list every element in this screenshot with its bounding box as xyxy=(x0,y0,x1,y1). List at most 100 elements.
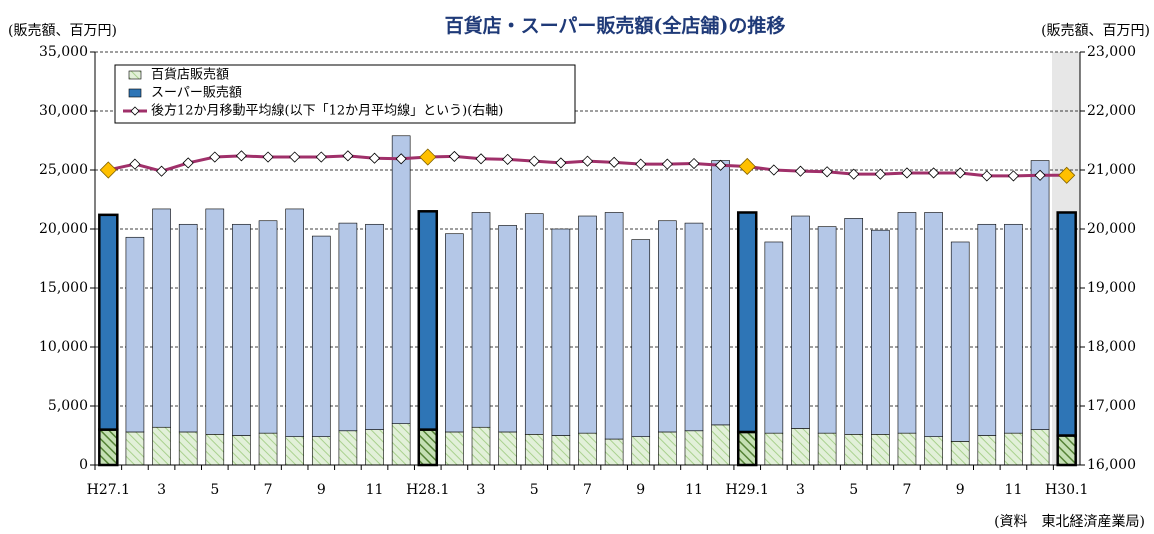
bar xyxy=(391,423,411,466)
line-marker xyxy=(555,157,567,169)
bar xyxy=(924,436,943,466)
x-tick-label: 11 xyxy=(366,482,384,498)
bar xyxy=(524,213,544,435)
bar xyxy=(871,229,890,435)
bar xyxy=(125,431,145,466)
x-tick-label: 3 xyxy=(477,482,486,498)
line-marker xyxy=(1007,170,1020,182)
line-marker xyxy=(738,157,756,176)
bar xyxy=(152,208,171,428)
bar xyxy=(417,428,439,467)
line-marker xyxy=(289,151,301,163)
line-marker xyxy=(99,161,117,179)
y-axis-label: (販売額、百万円) xyxy=(8,23,117,39)
y2-tick-label: 20,000 xyxy=(1087,221,1136,237)
bar xyxy=(205,434,225,466)
line-marker xyxy=(715,159,727,171)
bar xyxy=(764,241,784,434)
bar xyxy=(365,223,384,430)
x-tick-label: 7 xyxy=(902,482,911,498)
y-tick-label: 35,000 xyxy=(39,44,88,60)
line-marker xyxy=(768,164,780,176)
bar xyxy=(365,429,384,466)
bar xyxy=(977,435,997,466)
line-marker xyxy=(661,158,673,170)
bar xyxy=(98,213,119,431)
bar xyxy=(98,428,119,467)
line-marker xyxy=(981,170,993,182)
bar xyxy=(471,212,491,428)
line-marker xyxy=(821,166,833,178)
line-marker xyxy=(395,153,407,165)
bar xyxy=(1056,211,1077,437)
bar xyxy=(684,222,704,432)
bar xyxy=(791,215,810,429)
bar xyxy=(684,430,704,466)
line-marker xyxy=(155,165,168,177)
line-marker xyxy=(419,148,437,166)
bar xyxy=(311,436,331,466)
legend-label: 百貨店販売額 xyxy=(151,67,229,83)
x-tick-label: H29.1 xyxy=(726,482,769,498)
bar xyxy=(178,223,198,433)
bar xyxy=(391,135,411,425)
bar xyxy=(871,434,890,466)
x-tick-label: 5 xyxy=(849,482,858,498)
bar xyxy=(258,432,278,466)
y2-tick-label: 21,000 xyxy=(1087,162,1136,178)
x-tick-label: 5 xyxy=(530,482,539,498)
bar xyxy=(631,239,651,437)
bar xyxy=(498,431,517,466)
bar xyxy=(445,431,464,466)
bar xyxy=(844,434,864,466)
y2-tick-label: 22,000 xyxy=(1087,103,1136,119)
bar xyxy=(658,220,677,433)
legend-swatch xyxy=(128,88,142,98)
bar xyxy=(152,426,171,466)
x-tick-label: 11 xyxy=(1005,482,1023,498)
y-tick-label: 10,000 xyxy=(39,339,88,355)
legend-label: 後方12か月移動平均線(以下「12か月平均線」という)(右軸) xyxy=(151,103,503,119)
y-tick-label: 15,000 xyxy=(39,280,88,296)
x-tick-label: H28.1 xyxy=(406,482,449,498)
bar xyxy=(977,223,997,436)
line-marker xyxy=(209,151,221,163)
bar xyxy=(711,424,730,466)
legend-label: スーパー販売額 xyxy=(151,85,242,101)
bar xyxy=(897,432,917,466)
x-tick-label: 5 xyxy=(210,482,219,498)
x-tick-label: 9 xyxy=(956,482,965,498)
y-tick-label: 0 xyxy=(79,457,88,473)
bar xyxy=(631,436,651,466)
y2-tick-label: 18,000 xyxy=(1087,339,1136,355)
bar xyxy=(285,208,304,437)
bar xyxy=(736,211,758,434)
x-tick-label: 9 xyxy=(317,482,326,498)
bar xyxy=(1004,223,1023,434)
bar xyxy=(1056,434,1077,467)
bar xyxy=(205,208,225,435)
x-tick-label: H27.1 xyxy=(87,482,130,498)
legend-box xyxy=(114,64,576,124)
line-marker xyxy=(262,151,274,163)
bar xyxy=(311,235,331,437)
x-tick-label: 7 xyxy=(583,482,592,498)
y-tick-label: 30,000 xyxy=(39,103,88,119)
y2-tick-label: 23,000 xyxy=(1087,44,1136,60)
line-marker xyxy=(475,153,487,165)
line-marker xyxy=(448,150,460,162)
x-tick-label: 3 xyxy=(796,482,805,498)
y-tick-label: 25,000 xyxy=(39,162,88,178)
line-marker xyxy=(954,167,966,179)
bar xyxy=(551,435,571,466)
line-marker xyxy=(874,168,886,180)
line-marker xyxy=(848,168,860,180)
line-marker xyxy=(182,157,194,169)
bar xyxy=(1030,160,1050,430)
bar xyxy=(338,222,358,432)
y-tick-label: 5,000 xyxy=(48,398,88,414)
line-marker xyxy=(688,157,700,170)
bar xyxy=(524,434,544,466)
bar xyxy=(125,236,145,433)
